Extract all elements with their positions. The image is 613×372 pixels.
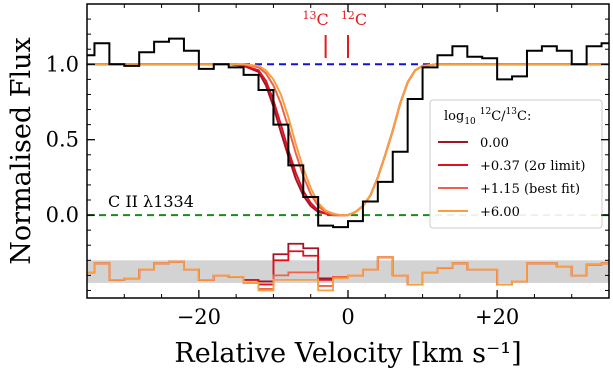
x-tick-label-0: −20 (177, 305, 221, 329)
line-label: C II λ1334 (108, 192, 194, 211)
legend-entry-0: 0.00 (480, 136, 509, 151)
legend-entry-3: +6.00 (480, 205, 520, 220)
legend-entry-1: +0.37 (2σ limit) (480, 159, 585, 174)
y-tick-label-1: 0.5 (46, 128, 79, 152)
y-axis-title: Normalised Flux (6, 37, 37, 264)
legend-entry-2: +1.15 (best fit) (480, 182, 580, 197)
isotope-label-0: 13C (303, 9, 329, 29)
plot-area: 13C 12C C II λ1334 log1012C/13C: 0.00 +0.37… (87, 9, 609, 292)
model-line-3 (87, 63, 609, 217)
isotope-markers: 13C 12C (303, 9, 367, 58)
ticks-group: −20 0 +20 0.0 0.5 1.0 (46, 4, 609, 329)
residuals-group (87, 242, 609, 292)
legend-box (429, 99, 603, 229)
y-tick-label-2: 1.0 (46, 52, 79, 76)
y-tick-label-0: 0.0 (46, 203, 79, 227)
residual-band (87, 260, 609, 283)
x-tick-label-1: 0 (341, 305, 354, 329)
legend-title: log1012C/13C: (444, 107, 531, 127)
isotope-label-1: 12C (341, 9, 367, 29)
observed-flux-line (87, 37, 609, 229)
legend: log1012C/13C: 0.00 +0.37 (2σ limit) +1.15 (… (429, 99, 603, 229)
x-tick-label-2: +20 (475, 305, 519, 329)
residual-line-3 (87, 256, 609, 292)
models-group (87, 63, 609, 217)
x-axis-title: Relative Velocity [km s⁻¹] (174, 338, 521, 369)
